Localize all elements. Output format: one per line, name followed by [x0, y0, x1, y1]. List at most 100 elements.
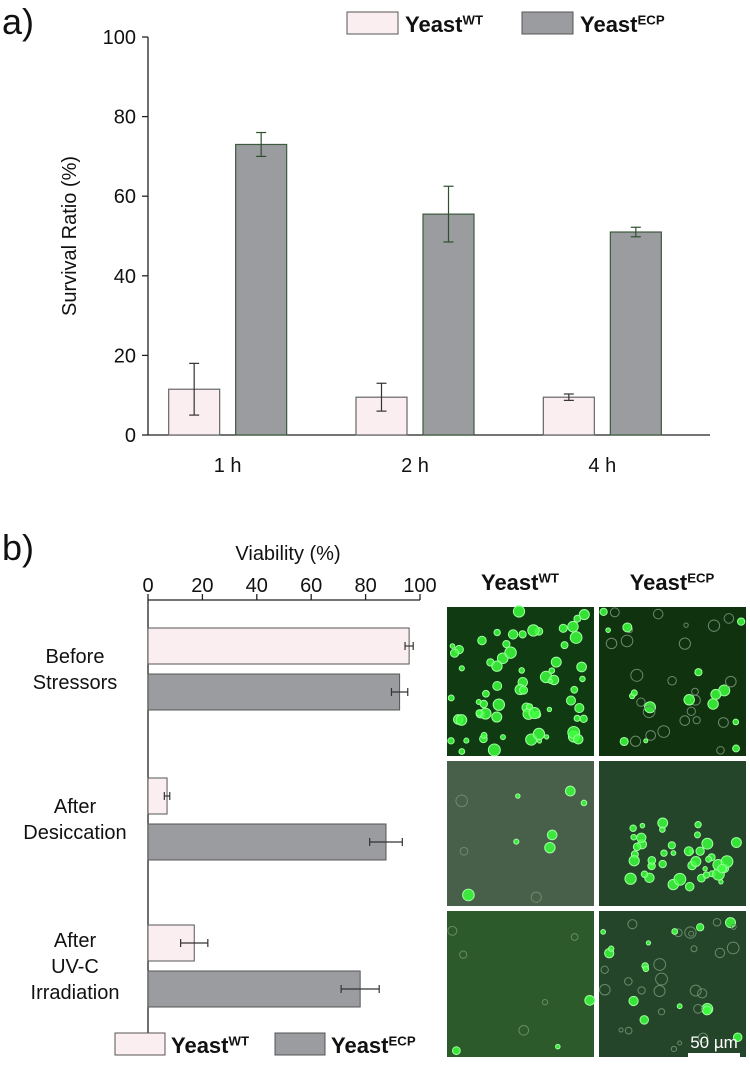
- cell: [702, 866, 708, 872]
- cell: [730, 923, 737, 930]
- cell: [693, 831, 701, 839]
- micrograph: [447, 761, 594, 906]
- bar: [355, 396, 408, 436]
- micrographs: [447, 605, 746, 1057]
- cell: [694, 821, 702, 829]
- y-tick-label: 20: [114, 345, 136, 367]
- cell: [492, 698, 506, 711]
- cell: [702, 871, 711, 879]
- superscript: WT: [463, 12, 484, 27]
- y-tick-label: After: [54, 930, 97, 952]
- name: Yeast: [630, 570, 688, 595]
- y-tick-label: Desiccation: [23, 822, 126, 844]
- y-tick-label: 0: [125, 425, 136, 447]
- cell: [518, 630, 527, 639]
- cell: [714, 947, 726, 959]
- cell: [716, 746, 725, 755]
- cell: [736, 617, 746, 626]
- cell: [636, 832, 647, 843]
- cell: [560, 641, 569, 650]
- y-tick-label: 80: [114, 107, 136, 129]
- cell: [683, 622, 689, 628]
- cell: [550, 656, 562, 668]
- cell: [447, 925, 458, 936]
- legend-swatch: [114, 1032, 166, 1056]
- y-tick-label: Stressors: [33, 672, 117, 694]
- cell: [570, 933, 579, 941]
- cell: [518, 667, 525, 674]
- cell: [532, 727, 546, 741]
- micrograph: [599, 607, 746, 756]
- x-tick-label: 80: [354, 575, 376, 597]
- error-bar: [189, 362, 200, 416]
- cell: [628, 995, 639, 1007]
- x-tick-label: 40: [246, 575, 268, 597]
- cell: [624, 1026, 633, 1035]
- error-bar: [180, 939, 209, 947]
- scale-bar-label: 50 µm: [690, 1033, 738, 1052]
- cell: [636, 697, 646, 707]
- cell: [712, 917, 722, 927]
- cell: [732, 744, 740, 753]
- superscript: ECP: [638, 12, 665, 27]
- cell: [710, 688, 722, 700]
- bar: [147, 627, 410, 665]
- cell: [455, 794, 468, 808]
- cell: [493, 628, 501, 637]
- cell: [487, 743, 501, 757]
- panel-label: b): [2, 527, 34, 568]
- cell: [642, 705, 656, 719]
- cell: [480, 731, 488, 739]
- cell: [670, 850, 677, 856]
- cell: [697, 1032, 709, 1043]
- superscript: ECP: [687, 570, 714, 585]
- cell: [576, 661, 587, 673]
- legend-swatch: [521, 11, 574, 35]
- cell: [657, 817, 669, 829]
- cell: [624, 872, 637, 885]
- cell: [630, 833, 637, 841]
- name: Yeast: [580, 12, 638, 37]
- cell: [667, 841, 676, 850]
- y-tick-label: UV-C: [51, 956, 99, 978]
- cell: [627, 919, 638, 930]
- micrograph: [599, 911, 746, 1057]
- cell: [449, 648, 460, 658]
- bar: [609, 231, 662, 436]
- cell: [600, 965, 609, 974]
- cell: [565, 695, 576, 706]
- cell: [645, 940, 652, 946]
- cell: [684, 926, 697, 939]
- cell: [573, 734, 584, 745]
- micrograph: [447, 911, 594, 1057]
- cell: [676, 1003, 683, 1010]
- cell: [599, 983, 611, 996]
- cell: [580, 799, 588, 807]
- cell: [632, 842, 642, 852]
- cell: [513, 838, 520, 845]
- cell: [620, 634, 634, 648]
- cell: [726, 941, 740, 955]
- cell: [491, 660, 503, 672]
- error-bar: [630, 226, 641, 238]
- cell: [724, 917, 737, 929]
- bar: [542, 396, 595, 436]
- cell: [491, 711, 503, 723]
- bar: [147, 970, 361, 1008]
- legend-label: YeastWT: [405, 12, 483, 37]
- cell: [618, 1027, 624, 1033]
- x-tick-label: 4 h: [588, 455, 616, 477]
- cell: [477, 635, 487, 646]
- cell: [683, 846, 694, 857]
- name: Yeast: [405, 12, 463, 37]
- x-tick-label: 0: [142, 575, 153, 597]
- cell: [695, 846, 705, 856]
- cell: [459, 950, 468, 959]
- cell: [701, 837, 714, 850]
- bar: [235, 143, 288, 436]
- cell: [725, 675, 737, 688]
- error-bar: [404, 642, 414, 650]
- cell: [530, 891, 542, 903]
- cell: [673, 872, 687, 886]
